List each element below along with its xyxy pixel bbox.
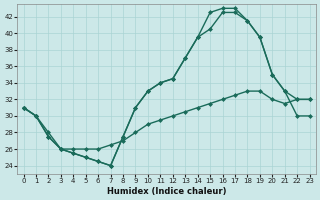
X-axis label: Humidex (Indice chaleur): Humidex (Indice chaleur) xyxy=(107,187,226,196)
